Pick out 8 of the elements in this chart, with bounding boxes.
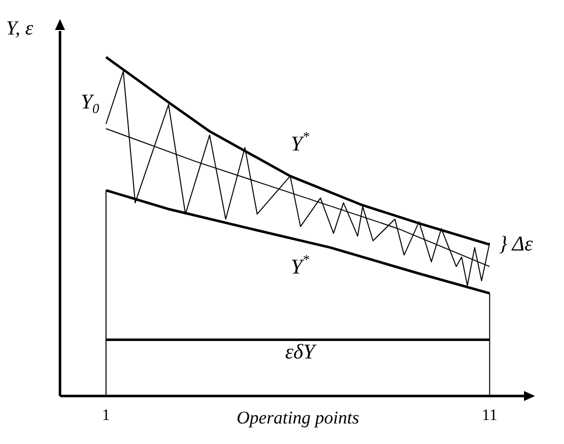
x-tick-label: 11 (482, 407, 498, 424)
annotation: Y* (290, 129, 310, 156)
annotation: εδY (285, 340, 318, 364)
x-axis-title: Operating points (236, 408, 360, 428)
annotation: } Δε (498, 232, 534, 256)
x-tick-label: 1 (102, 407, 110, 424)
annotation: Y* (290, 252, 310, 279)
y-axis-title: Y, ε (6, 17, 34, 40)
